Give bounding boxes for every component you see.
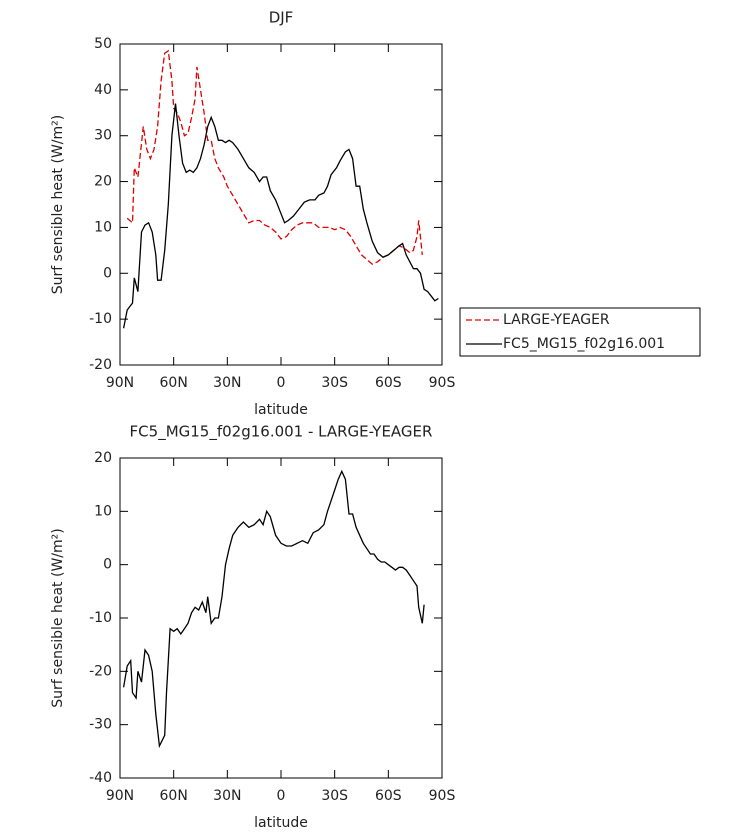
- y-tick-label: -20: [89, 357, 112, 373]
- y-tick-label: -10: [89, 610, 112, 626]
- x-tick-label: 60S: [375, 375, 402, 391]
- x-tick-label: 0: [277, 788, 286, 804]
- legend-label: FC5_MG15_f02g16.001: [503, 336, 665, 352]
- plot-frame: [119, 457, 443, 779]
- y-tick-label: -30: [89, 717, 112, 733]
- legend-box: [459, 307, 701, 357]
- data-line: [126, 49, 423, 265]
- x-axis-label: latitude: [254, 402, 308, 418]
- y-tick-label: 50: [94, 36, 112, 52]
- x-tick-label: 90S: [429, 375, 456, 391]
- data-line: [122, 103, 439, 329]
- y-tick-label: -40: [89, 770, 112, 786]
- y-tick-label: -20: [89, 663, 112, 679]
- y-tick-label: 20: [94, 450, 112, 466]
- x-tick-label: 90N: [106, 788, 134, 804]
- y-tick-label: 10: [94, 219, 112, 235]
- x-tick-label: 60N: [160, 788, 188, 804]
- x-tick-label: 30N: [213, 788, 241, 804]
- x-tick-label: 90S: [429, 788, 456, 804]
- y-tick-label: 30: [94, 128, 112, 144]
- x-tick-label: 30N: [213, 375, 241, 391]
- chart-title: FC5_MG15_f02g16.001 - LARGE-YEAGER: [130, 423, 433, 442]
- y-tick-label: 0: [103, 557, 112, 573]
- y-axis-label: Surf sensible heat (W/m²): [50, 528, 66, 707]
- x-tick-label: 30S: [321, 788, 348, 804]
- y-tick-label: -10: [89, 311, 112, 327]
- x-tick-label: 60S: [375, 788, 402, 804]
- y-tick-label: 0: [103, 265, 112, 281]
- y-tick-label: 40: [94, 82, 112, 98]
- x-tick-label: 60N: [160, 375, 188, 391]
- y-axis-label: Surf sensible heat (W/m²): [50, 115, 66, 294]
- x-tick-label: 30S: [321, 375, 348, 391]
- legend-label: LARGE-YEAGER: [503, 312, 610, 328]
- y-tick-label: 20: [94, 174, 112, 190]
- x-tick-label: 0: [277, 375, 286, 391]
- chart-title: DJF: [269, 9, 294, 27]
- y-tick-label: 10: [94, 503, 112, 519]
- data-line: [122, 469, 425, 749]
- x-axis-label: latitude: [254, 815, 308, 831]
- x-tick-label: 90N: [106, 375, 134, 391]
